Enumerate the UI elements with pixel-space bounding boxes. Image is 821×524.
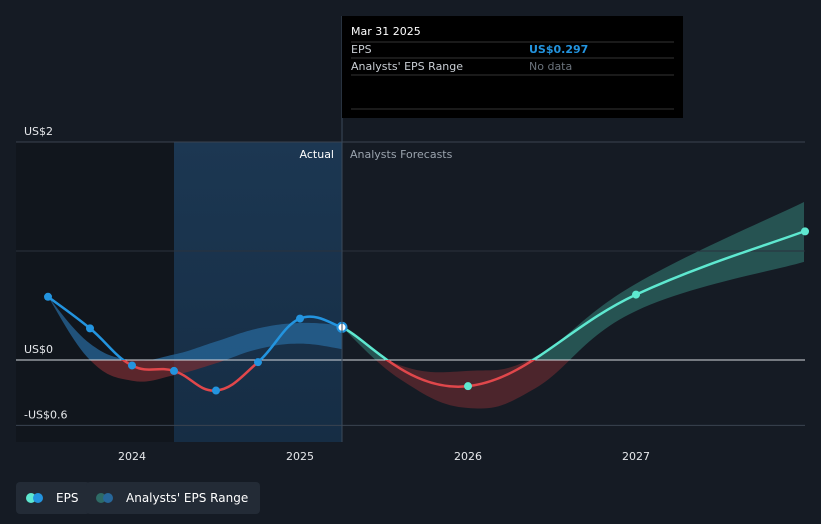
tooltip-date: Mar 31 2025 bbox=[351, 25, 421, 38]
tooltip-row-value: No data bbox=[529, 60, 572, 73]
past-shade bbox=[16, 142, 174, 442]
x-tick-label: 2024 bbox=[118, 450, 146, 463]
eps-legend-icon bbox=[26, 493, 48, 503]
tooltip-row-label: Analysts' EPS Range bbox=[351, 60, 463, 73]
eps-actual-point bbox=[212, 386, 220, 395]
legend-eps-range[interactable]: Analysts' EPS Range bbox=[86, 482, 261, 514]
legend-eps[interactable]: EPS bbox=[16, 482, 91, 514]
x-tick-label: 2025 bbox=[286, 450, 314, 463]
y-tick-label: US$2 bbox=[24, 125, 53, 138]
tooltip-row-value: US$0.297 bbox=[529, 43, 588, 56]
eps-range-band-historical bbox=[48, 296, 342, 360]
eps-line-forecast bbox=[341, 230, 805, 360]
tooltip-box bbox=[342, 16, 683, 118]
eps-actual-point bbox=[296, 314, 304, 323]
eps-actual-point bbox=[128, 361, 136, 370]
eps-actual-point bbox=[86, 324, 94, 333]
eps-line-actual-negative bbox=[121, 360, 263, 392]
eps-range-band-forecast-negative bbox=[375, 360, 570, 409]
legend-eps-label: EPS bbox=[56, 491, 79, 505]
actual-region bbox=[174, 142, 342, 442]
x-tick-label: 2027 bbox=[622, 450, 650, 463]
eps-range-legend-icon bbox=[96, 493, 118, 503]
eps-actual-point bbox=[254, 358, 262, 367]
eps-actual-point bbox=[170, 366, 178, 375]
x-tick-label: 2026 bbox=[454, 450, 482, 463]
legend-eps-range-label: Analysts' EPS Range bbox=[126, 491, 249, 505]
eps-forecast-point bbox=[464, 382, 472, 391]
eps-forecast-point bbox=[801, 227, 809, 236]
y-tick-label: US$0 bbox=[24, 343, 53, 356]
eps-range-band-historical-negative bbox=[90, 360, 226, 382]
tooltip-row-label: EPS bbox=[351, 43, 372, 56]
actual-region-label: Actual bbox=[300, 148, 334, 161]
eps-line-actual bbox=[47, 295, 343, 360]
forecast-region-label: Analysts Forecasts bbox=[350, 148, 453, 161]
eps-range-band-forecast bbox=[342, 201, 804, 360]
eps-forecast-point bbox=[632, 290, 640, 299]
eps-line-forecast-negative bbox=[385, 360, 536, 388]
y-tick-label: -US$0.6 bbox=[24, 408, 68, 421]
eps-actual-point bbox=[44, 292, 52, 301]
